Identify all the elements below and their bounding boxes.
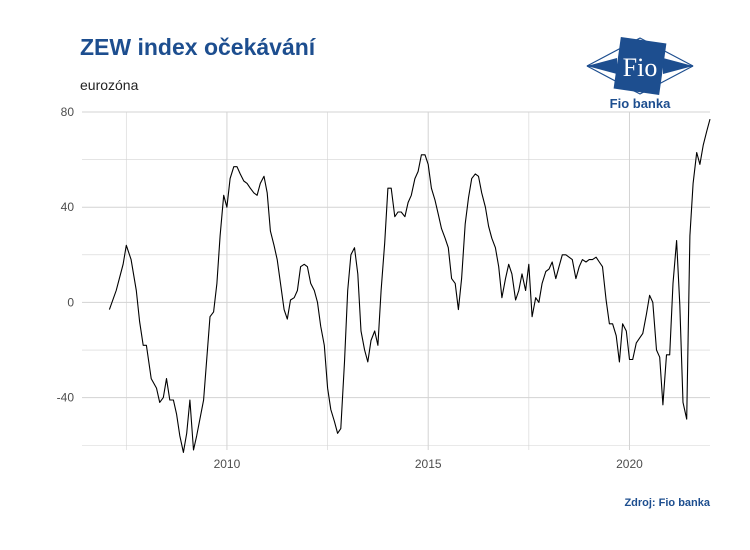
source-note: Zdroj: Fio banka — [624, 497, 710, 509]
fio-logo-name: Fio banka — [609, 96, 671, 111]
chart-title: ZEW index očekávání — [80, 34, 316, 60]
fio-logo-mark-icon: Fio — [586, 37, 694, 95]
fio-logo-mark-text: Fio — [623, 53, 658, 82]
x-tick-label: 2020 — [616, 457, 643, 471]
y-tick-label: -40 — [57, 391, 75, 405]
y-axis-ticks: 80 40 0 -40 — [57, 105, 75, 405]
x-tick-label: 2010 — [214, 457, 241, 471]
y-tick-label: 40 — [61, 200, 75, 214]
series-layer — [108, 118, 711, 453]
chart-subtitle: eurozóna — [80, 77, 139, 93]
y-tick-label: 0 — [67, 295, 74, 309]
fio-banka-logo: Fio Fio banka — [585, 34, 695, 114]
grid-lines — [82, 111, 710, 450]
x-axis-ticks: 2010 2015 2020 — [214, 457, 644, 471]
x-tick-label: 2015 — [415, 457, 442, 471]
y-tick-label: 80 — [61, 105, 75, 119]
series-line — [108, 118, 711, 453]
